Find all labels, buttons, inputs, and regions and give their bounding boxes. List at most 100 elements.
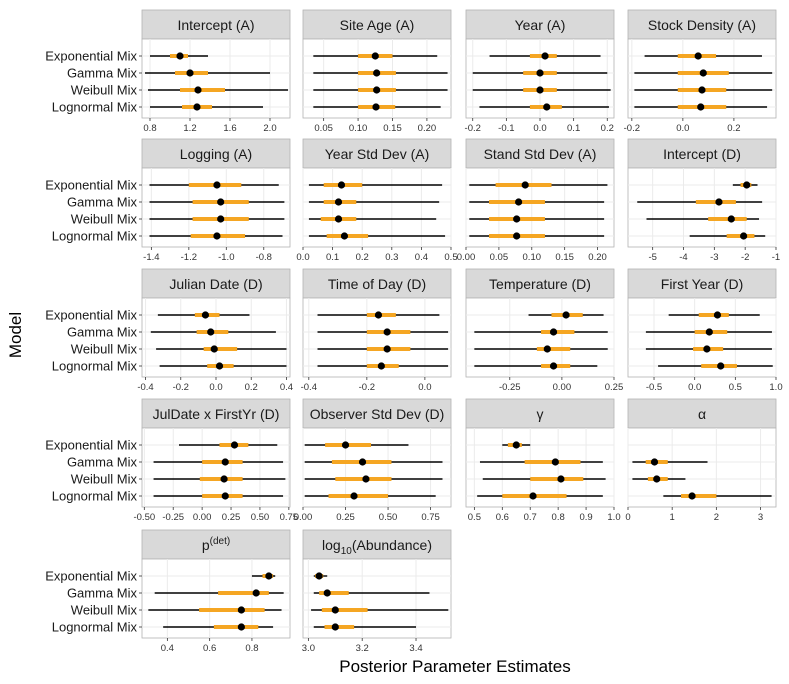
median-point bbox=[341, 441, 350, 449]
median-point bbox=[694, 52, 702, 60]
median-point bbox=[374, 311, 383, 319]
median-point bbox=[743, 181, 751, 189]
median-point bbox=[176, 52, 184, 60]
y-tick-label: Exponential Mix bbox=[45, 308, 137, 323]
facet-plot-area bbox=[302, 297, 452, 378]
facet-plot-area bbox=[627, 427, 777, 508]
facet-strip-label: JulDate x FirstYr (D) bbox=[153, 406, 280, 422]
median-point bbox=[186, 69, 194, 77]
median-point bbox=[740, 232, 748, 240]
facet-panel: JulDate x FirstYr (D) -0.50 -0.25 0.00 0.25 0… bbox=[45, 398, 298, 523]
median-point bbox=[362, 475, 370, 483]
x-tick-label: -0.50 bbox=[133, 512, 155, 523]
facet-strip bbox=[465, 268, 615, 299]
x-tick-label: -0.4 bbox=[137, 382, 153, 393]
facet-panel: p(det) 0.4 0.6 0.8 Exponential Mix Gamma Mix W… bbox=[45, 529, 291, 654]
x-tick-label: -1.0 bbox=[218, 252, 234, 263]
x-tick-label: -0.25 bbox=[162, 512, 184, 523]
x-tick-label: 0.5 bbox=[468, 512, 481, 523]
facet-strip-label: Year (A) bbox=[515, 17, 566, 33]
y-tick-label: Gamma Mix bbox=[67, 325, 138, 340]
x-tick-label: -0.8 bbox=[256, 252, 272, 263]
facet-strip bbox=[302, 138, 452, 169]
x-tick-label: 0.0 bbox=[296, 252, 309, 263]
facet-plot-area bbox=[465, 167, 615, 248]
x-tick-label: -1.2 bbox=[181, 252, 197, 263]
median-point bbox=[237, 606, 245, 614]
x-tick-label: 0.05 bbox=[490, 252, 509, 263]
x-tick-label: -0.2 bbox=[173, 382, 189, 393]
x-tick-label: 0.25 bbox=[222, 512, 241, 523]
x-tick-label: 0.15 bbox=[383, 123, 402, 134]
facet-strip-label: Stock Density (A) bbox=[648, 17, 756, 33]
median-point bbox=[383, 328, 391, 336]
facet-label-main: α bbox=[698, 406, 706, 422]
x-tick-label: 1.0 bbox=[769, 382, 782, 393]
x-tick-label: 0.3 bbox=[385, 252, 398, 263]
x-tick-label: 0.0 bbox=[688, 382, 701, 393]
x-tick-label: -2 bbox=[741, 252, 749, 263]
facet-plot-area bbox=[302, 558, 452, 639]
median-point bbox=[703, 345, 711, 353]
median-point bbox=[358, 458, 367, 466]
median-point bbox=[334, 198, 343, 206]
facet-label-main: First Year (D) bbox=[661, 276, 743, 292]
facet-label-main: Intercept (A) bbox=[177, 17, 254, 33]
facet-plot-area bbox=[141, 427, 291, 508]
median-point bbox=[521, 181, 529, 189]
facet-label-main: Intercept (D) bbox=[663, 146, 741, 162]
median-point bbox=[549, 328, 558, 336]
x-tick-label: 1.2 bbox=[183, 123, 196, 134]
median-point bbox=[334, 215, 343, 223]
facet-label-main: Stand Std Dev (A) bbox=[484, 146, 597, 162]
x-tick-label: -0.1 bbox=[498, 123, 514, 134]
x-tick-label: -1.4 bbox=[143, 252, 159, 263]
y-tick-label: Weibull Mix bbox=[71, 342, 138, 357]
facet-panel: Year (A) -0.2 -0.1 0.0 0.1 0.2 bbox=[465, 9, 615, 134]
facet-panel: Time of Day (D) -0.4 -0.2 0.0 bbox=[301, 268, 452, 393]
x-tick-label: 0.2 bbox=[245, 382, 258, 393]
y-tick-label: Exponential Mix bbox=[45, 49, 137, 64]
median-point bbox=[221, 458, 229, 466]
median-point bbox=[536, 86, 544, 94]
facet-strip-label: Logging (A) bbox=[180, 146, 252, 162]
facet-label-main: Year (A) bbox=[515, 17, 566, 33]
y-tick-label: Gamma Mix bbox=[67, 455, 138, 470]
median-point bbox=[650, 458, 659, 466]
x-tick-label: 0.00 bbox=[553, 382, 572, 393]
facet-label-main: Stock Density (A) bbox=[648, 17, 756, 33]
x-tick-label: -0.4 bbox=[301, 382, 317, 393]
x-tick-label: -0.2 bbox=[359, 382, 375, 393]
y-tick-label: Lognormal Mix bbox=[52, 100, 138, 115]
facet-plot-area bbox=[302, 427, 452, 508]
facet-strip-label: p(det) bbox=[202, 536, 230, 553]
facet-strip bbox=[302, 9, 452, 40]
median-point bbox=[557, 475, 565, 483]
median-point bbox=[727, 215, 735, 223]
median-point bbox=[373, 69, 381, 77]
facet-strip bbox=[627, 138, 777, 169]
facet-panel: α 0 1 2 3 bbox=[625, 398, 777, 523]
facet-strip-label: log10(Abundance) bbox=[322, 537, 432, 557]
x-tick-label: 0.0 bbox=[418, 382, 431, 393]
x-axis-title: Posterior Parameter Estimates bbox=[339, 657, 570, 676]
x-tick-label: 0.7 bbox=[524, 512, 537, 523]
y-tick-label: Gamma Mix bbox=[67, 66, 138, 81]
median-point bbox=[315, 572, 323, 580]
facet-panel: log10(Abundance) 3.0 3.2 3.4 bbox=[302, 529, 452, 654]
facet-strip bbox=[302, 268, 452, 299]
facet-panel: γ 0.5 0.6 0.7 0.8 0.9 1.0 bbox=[465, 398, 621, 523]
facet-strip bbox=[302, 398, 452, 429]
facet-strip-label: First Year (D) bbox=[661, 276, 743, 292]
facet-label-main: Time of Day (D) bbox=[328, 276, 426, 292]
y-axis-title: Model bbox=[6, 312, 25, 358]
x-tick-label: -0.2 bbox=[465, 123, 481, 134]
x-tick-label: 2.0 bbox=[263, 123, 276, 134]
facet-plot-area bbox=[465, 427, 615, 508]
x-tick-label: 0.00 bbox=[193, 512, 212, 523]
x-tick-label: -0.25 bbox=[499, 382, 521, 393]
x-tick-label: 0.9 bbox=[579, 512, 592, 523]
median-point bbox=[265, 572, 273, 580]
x-tick-label: 0.6 bbox=[203, 643, 216, 654]
facet-panel: Year Std Dev (A) 0.0 0.1 0.2 0.3 0.4 0.5 bbox=[296, 138, 458, 263]
